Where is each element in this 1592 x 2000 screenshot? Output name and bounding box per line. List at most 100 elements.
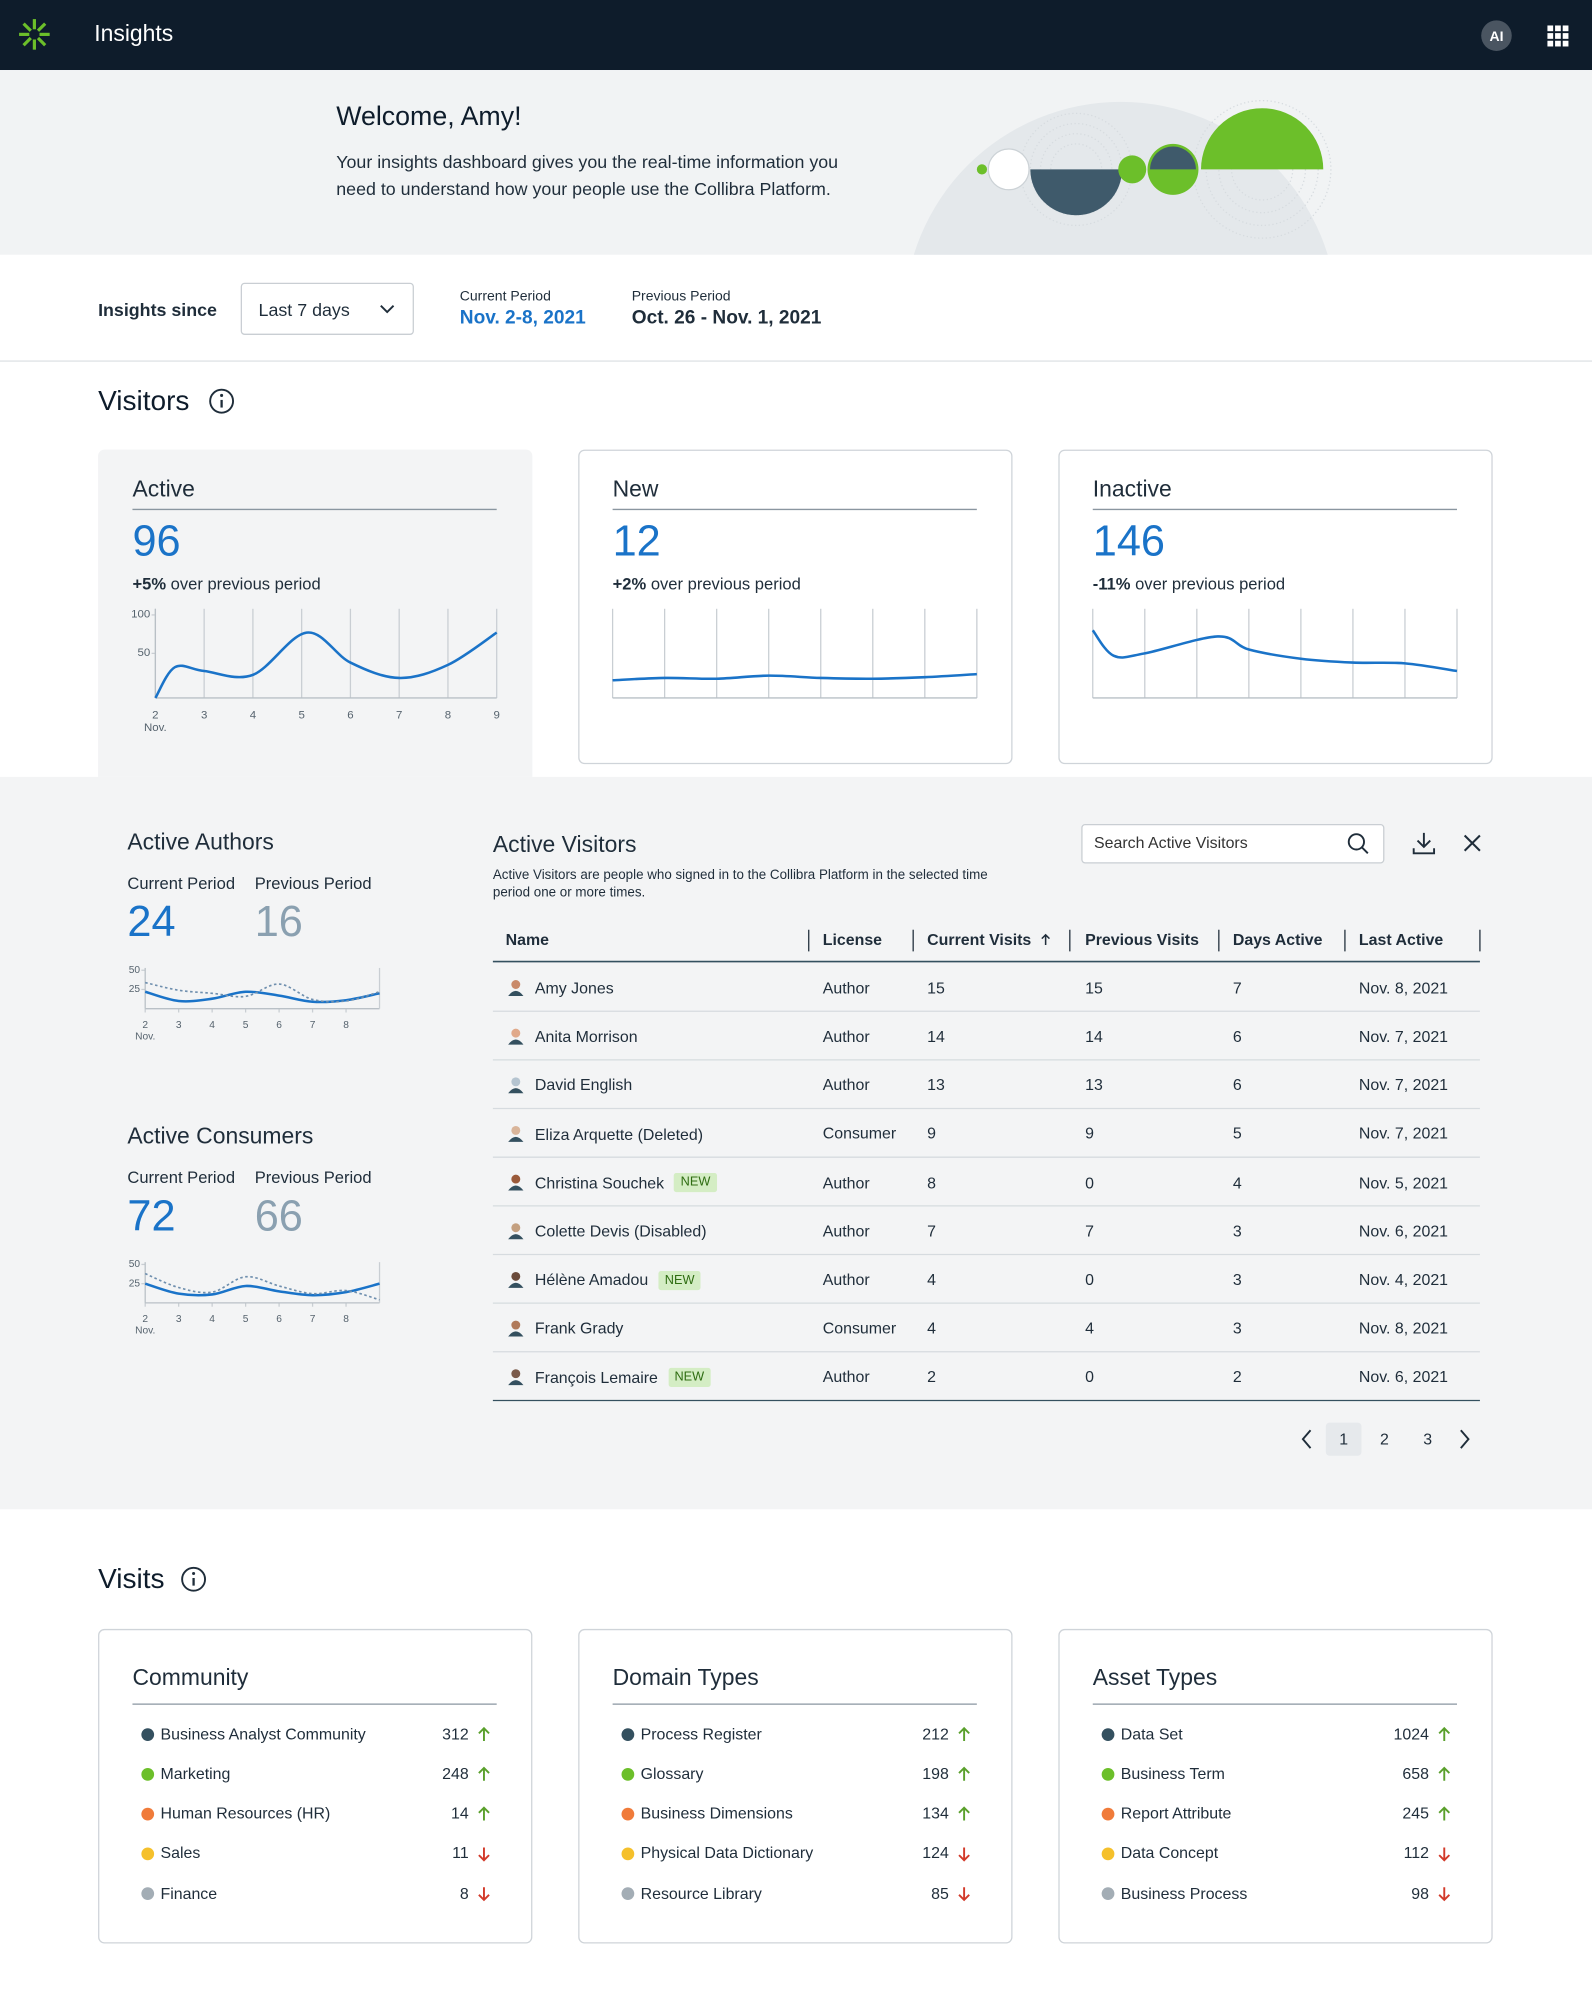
x-tick-label: 2 [152, 708, 159, 722]
column-header: Current Visits [927, 930, 1032, 949]
x-unit: Nov. [135, 1324, 156, 1336]
line [1091, 629, 1458, 673]
search-icon [1347, 833, 1365, 851]
trend-up [958, 1806, 970, 1821]
page-number: 2 [1379, 1430, 1389, 1448]
visits-card [98, 1628, 533, 1944]
dot [1118, 155, 1147, 184]
cell: 3 [1232, 1271, 1242, 1289]
cell: Nov. 5, 2021 [1358, 1173, 1449, 1192]
cell: Author [822, 1076, 870, 1095]
line [154, 631, 498, 699]
half [1150, 146, 1196, 170]
x-unit: Nov. [135, 1030, 156, 1042]
section-title: Visits [98, 1562, 165, 1595]
x-tick-label: 7 [309, 1312, 316, 1325]
visitor-card [1058, 449, 1493, 765]
current-value: 24 [127, 897, 176, 947]
name-cell: François Lemaire NEW [535, 1367, 711, 1388]
legend-dot [141, 1887, 155, 1900]
dot [976, 164, 988, 175]
avatar-body [508, 1282, 524, 1288]
cell: 0 [1085, 1271, 1094, 1289]
change-value: +5% [132, 574, 167, 594]
item-name: Report Attribute [1120, 1805, 1232, 1823]
x-tick-label: 5 [242, 1312, 249, 1325]
previous-value: 66 [254, 1191, 303, 1241]
cell: 7 [1085, 1222, 1094, 1241]
x-tick-label: 6 [276, 1018, 282, 1031]
trend-up [478, 1726, 490, 1742]
name-cell: Anita Morrison [535, 1027, 638, 1048]
avatar-head [511, 1320, 521, 1330]
cell: 0 [1085, 1368, 1094, 1387]
avatar-body [508, 1380, 524, 1386]
avatar-body [508, 1331, 524, 1337]
visits-card [1058, 1628, 1493, 1944]
avatar-body [508, 1185, 524, 1191]
line [612, 672, 977, 682]
change-value: +2% [612, 574, 647, 594]
legend-dot [141, 1847, 155, 1861]
panel-title: Active Consumers [127, 1123, 314, 1150]
cell: Nov. 7, 2021 [1358, 1076, 1449, 1095]
avatar-body [508, 1136, 524, 1142]
visitor-card [578, 449, 1013, 765]
avatar-body [508, 1234, 524, 1240]
y-tick-label: 50 [137, 645, 151, 659]
item-value: 8 [459, 1884, 469, 1903]
cell: Nov. 7, 2021 [1358, 1027, 1449, 1046]
cell: 4 [927, 1271, 937, 1289]
item-name: Glossary [640, 1765, 704, 1784]
x-tick-label: 8 [444, 708, 452, 722]
item-value: 11 [452, 1844, 469, 1863]
visitors-band [0, 776, 1592, 1510]
visitor-name: Anita Morrison [534, 1028, 638, 1046]
legend-dot [141, 1768, 155, 1781]
line [144, 1282, 380, 1297]
item-name: Marketing [160, 1765, 231, 1784]
half [1030, 169, 1123, 216]
name-cell: David English [535, 1075, 632, 1096]
trend-up [1438, 1726, 1451, 1742]
cell: 5 [1232, 1125, 1242, 1144]
info-icon [209, 388, 235, 414]
legend-dot [621, 1847, 635, 1861]
cell: Author [822, 979, 870, 998]
cell: Nov. 8, 2021 [1358, 1319, 1449, 1338]
legend-dot [1101, 1728, 1115, 1742]
legend-dot [621, 1887, 635, 1900]
cell: 14 [1085, 1027, 1103, 1046]
cell: 9 [927, 1125, 937, 1144]
avatar-initials: AI [1489, 29, 1504, 45]
previous-value: Oct. 26 - Nov. 1, 2021 [631, 307, 822, 329]
cell: Author [822, 1271, 870, 1289]
cell: 2 [927, 1368, 937, 1387]
search-icon [1361, 846, 1369, 854]
info-icon [192, 1572, 196, 1576]
logo [22, 36, 32, 47]
change-text: over previous period [1130, 574, 1286, 594]
card-title: Community [132, 1664, 249, 1691]
apps-icon [1547, 25, 1554, 32]
logo [36, 36, 47, 47]
y-tick-label: 50 [128, 1257, 141, 1270]
page-current[interactable] [1325, 1422, 1362, 1456]
avatar-body [508, 1039, 524, 1045]
item-value: 134 [922, 1805, 949, 1823]
search-placeholder: Search Active Visitors [1094, 834, 1248, 852]
x-tick-label: 6 [276, 1312, 282, 1325]
search-box[interactable] [1081, 824, 1385, 864]
cell: 6 [1232, 1027, 1242, 1046]
previous-value: 16 [254, 897, 303, 947]
visitor-name: Hélène Amadou [534, 1271, 649, 1290]
cell: 2 [1232, 1368, 1242, 1387]
trend-up [1438, 1806, 1451, 1821]
next-page [1460, 1429, 1470, 1449]
y-tick-label: 100 [131, 607, 151, 621]
name-cell: Colette Devis (Disabled) [535, 1221, 707, 1242]
item-name: Resource Library [640, 1884, 762, 1903]
legend-dot [1101, 1847, 1115, 1861]
item-value: 14 [450, 1805, 469, 1823]
